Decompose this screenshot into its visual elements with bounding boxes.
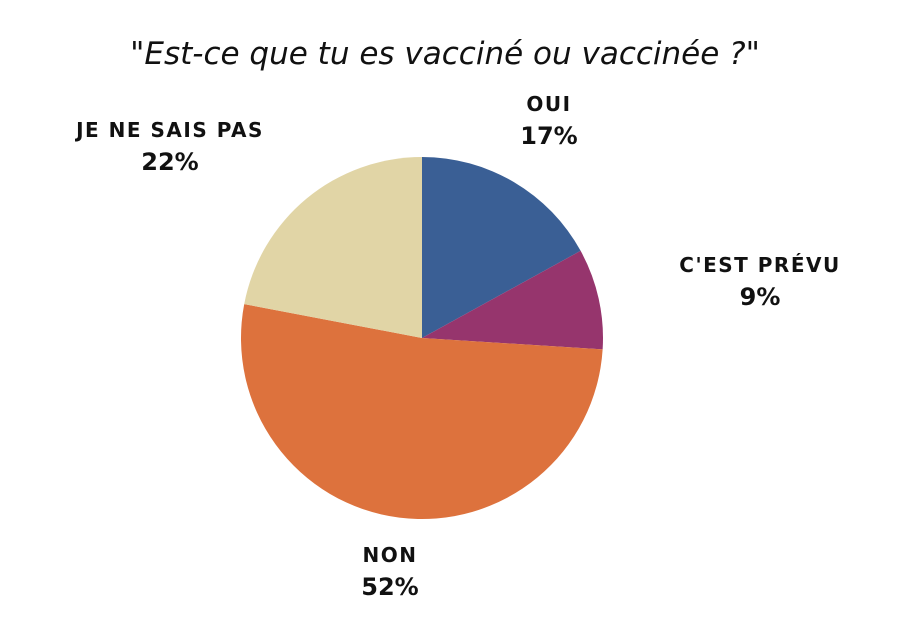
slice-percent-oui: 17% xyxy=(520,122,578,150)
slice-percent-non: 52% xyxy=(361,573,419,601)
slice-label-prevu: C'EST PRÉVU 9% xyxy=(650,253,870,312)
pie-slice-je-ne-sais-pas xyxy=(244,157,422,338)
chart-title: "Est-ce que tu es vacciné ou vaccinée ?" xyxy=(130,36,760,72)
pie-slice-oui xyxy=(422,157,581,338)
slice-percent-prevu: 9% xyxy=(739,283,781,311)
pie-slice-c-est-pr-vu xyxy=(422,250,603,350)
slice-category-non: NON xyxy=(362,543,418,567)
slice-percent-je-ne-sais-pas: 22% xyxy=(141,148,199,176)
slice-category-oui: OUI xyxy=(526,92,572,116)
slice-category-je-ne-sais-pas: JE NE SAIS PAS xyxy=(76,118,264,142)
slice-label-non: NON 52% xyxy=(330,543,450,602)
slice-category-prevu: C'EST PRÉVU xyxy=(679,253,841,277)
pie-slice-non xyxy=(240,304,603,520)
slice-label-oui: OUI 17% xyxy=(494,92,604,151)
slice-label-je-ne-sais-pas: JE NE SAIS PAS 22% xyxy=(40,118,300,177)
